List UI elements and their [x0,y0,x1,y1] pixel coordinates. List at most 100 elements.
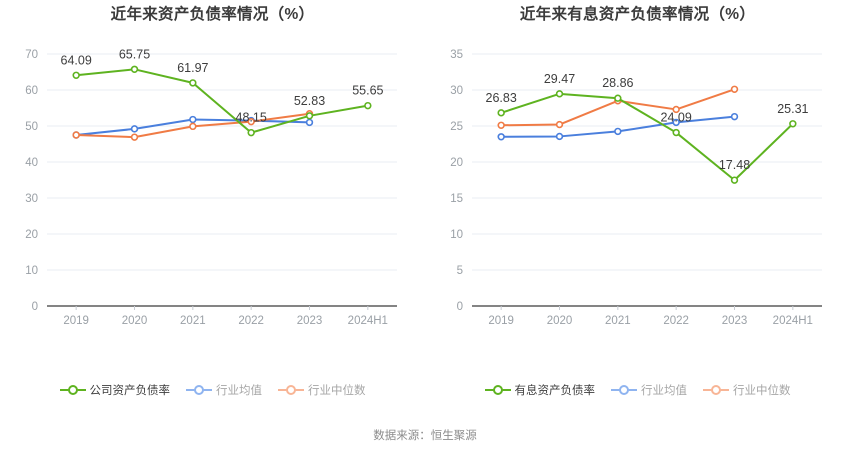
series-2 [497,85,739,129]
y-tick-label: 70 [25,49,38,61]
x-tick-label: 2019 [488,315,514,327]
data-point-marker [672,105,680,114]
x-tick-label: 2023 [722,315,748,327]
data-point-marker [130,125,139,133]
data-point-marker [672,128,680,137]
legend-marker-icon [703,385,729,395]
y-tick-label: 30 [450,85,463,97]
legend-item-industry-median[interactable]: 行业中位数 [703,382,791,398]
x-tick-label: 2021 [605,315,631,327]
data-point-marker [189,115,197,124]
data-point-marker [789,120,797,128]
data-point-marker [130,65,139,73]
data-point-marker [189,79,197,87]
y-tick-label: 0 [457,301,463,313]
data-point-labels: 64.09 65.75 61.97 48.15 52.83 55.65 [61,47,384,124]
y-tick-label: 5 [457,265,463,277]
x-tick-label: 2020 [547,315,573,327]
series-1 [497,112,739,141]
chart-panel-asset-liability-ratio: 近年来资产负债率情况（%） 0 10 20 30 40 50 60 70 2019 2020 202… [0,0,425,415]
grid-lines [47,53,397,271]
y-tick-label: 50 [25,121,38,133]
data-point-marker [305,112,314,120]
legend-marker-icon [484,385,511,395]
legend-item-company[interactable]: 有息资产负债率 [484,382,596,398]
data-point-marker [555,132,564,141]
data-point-marker [247,128,255,137]
data-point-label: 29.47 [544,72,575,86]
legend-marker-icon [186,385,212,395]
data-point-label: 55.65 [352,84,383,98]
legend-item-industry-mean[interactable]: 行业均值 [611,382,687,398]
x-tick-label: 2020 [122,315,148,327]
y-tick-label: 20 [450,157,463,169]
legend-label: 行业中位数 [308,385,366,397]
x-tick-label: 2022 [663,315,689,327]
x-axis-ticks: 2019 2020 2021 2022 2023 2024H1 [488,306,813,327]
data-point-label: 25.31 [777,102,808,116]
data-point-marker [614,127,622,136]
x-tick-label: 2019 [63,315,89,327]
data-point-marker [247,117,255,126]
data-point-marker [614,94,622,102]
legend-item-company[interactable]: 公司资产负债率 [59,382,171,398]
data-point-label: 17.48 [719,158,750,172]
y-tick-label: 35 [450,49,463,61]
data-source-note: 数据来源：恒生聚源 [373,430,477,442]
legend-marker-icon [611,385,637,395]
y-tick-label: 30 [25,193,38,205]
y-axis-ticks: 0 10 20 30 40 50 60 70 [25,49,38,313]
chart-title-interest-bearing-liability-ratio: 近年来有息资产负债率情况（%） [519,6,756,23]
x-tick-label: 2021 [180,315,206,327]
y-tick-label: 40 [25,157,38,169]
plot-area-interest-bearing-liability-ratio: 0 5 10 15 20 25 30 35 2019 2020 2021 2022 2023 2024H1… [425,26,850,356]
legend-item-industry-median[interactable]: 行业中位数 [278,382,366,398]
grid-lines [472,53,822,271]
data-point-label: 28.86 [602,76,633,90]
data-point-marker [730,176,739,184]
y-axis-ticks: 0 5 10 15 20 25 30 35 [450,49,463,313]
series-0 [497,90,797,184]
legend-label: 公司资产负债率 [89,385,171,397]
data-point-marker [130,133,139,141]
data-point-marker [730,85,739,93]
data-point-marker [72,131,80,139]
plot-area-asset-liability-ratio: 0 10 20 30 40 50 60 70 2019 2020 2021 2022 2023 2024H… [0,26,425,356]
data-point-marker [72,71,80,79]
legend-interest-bearing-liability-ratio: 有息资产负债率 行业均值 行业中位数 [425,378,850,402]
legend-marker-icon [59,385,86,395]
data-point-label: 65.75 [119,47,150,61]
line-chart-svg: 0 5 10 15 20 25 30 35 2019 2020 2021 2022 2023 2024H1… [450,49,822,327]
data-point-label: 24.09 [661,111,692,125]
line-chart-svg: 0 10 20 30 40 50 60 70 2019 2020 2021 2022 2023 2024H… [25,47,397,327]
legend-label: 行业中位数 [733,385,791,397]
y-tick-label: 60 [25,85,38,97]
x-tick-label: 2023 [297,315,323,327]
x-axis-ticks: 2019 2020 2021 2022 2023 2024H1 [63,306,388,327]
chart-title-asset-liability-ratio: 近年来资产负债率情况（%） [110,6,315,23]
data-point-labels: 26.83 29.47 28.86 24.09 17.48 25.31 [486,72,809,172]
y-tick-label: 10 [25,265,38,277]
data-point-label: 61.97 [177,61,208,75]
y-tick-label: 25 [450,121,463,133]
data-point-label: 52.83 [294,94,325,108]
legend-label: 行业均值 [216,385,262,397]
y-tick-label: 15 [450,193,463,205]
series-line [500,92,794,182]
data-point-marker [497,121,505,129]
y-tick-label: 10 [450,229,463,241]
legend-item-industry-mean[interactable]: 行业均值 [186,382,262,398]
legend-label: 行业均值 [641,385,687,397]
series-line [75,68,369,134]
x-tick-label: 2022 [238,315,264,327]
x-tick-label: 2024H1 [348,315,388,327]
y-tick-label: 0 [32,301,38,313]
x-tick-label: 2024H1 [773,315,813,327]
data-point-marker [555,90,564,98]
data-point-marker [497,109,505,117]
data-point-marker [730,112,739,121]
data-point-marker [497,133,505,141]
data-point-label: 64.09 [61,53,92,67]
legend-label: 有息资产负债率 [514,385,596,397]
